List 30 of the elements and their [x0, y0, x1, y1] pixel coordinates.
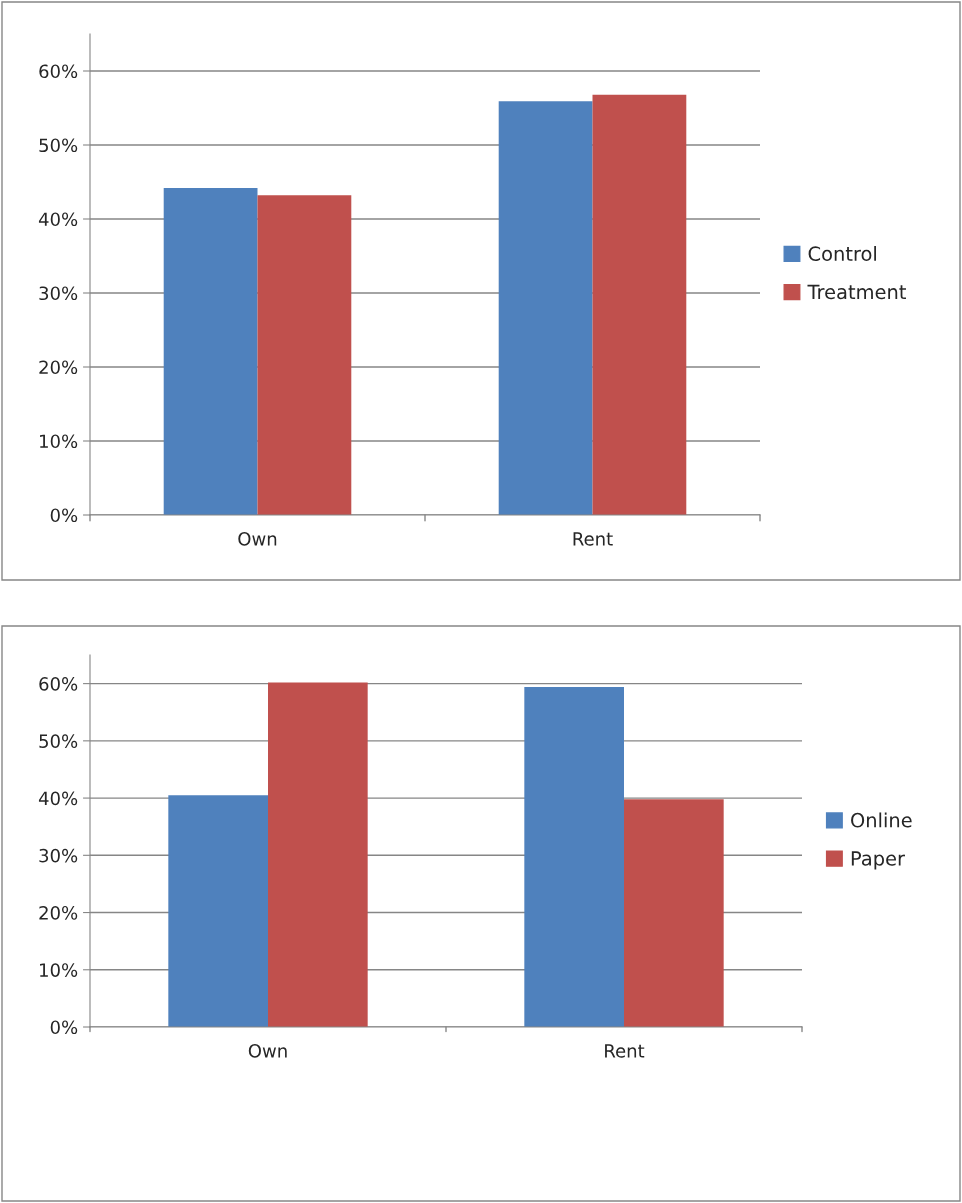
bar [268, 682, 368, 1027]
y-tick-label: 10% [40, 434, 78, 449]
x-tick-label: Rent [573, 532, 613, 546]
x-tick-label: Own [238, 531, 277, 546]
y-tick-label: 30% [39, 286, 78, 301]
x-tick-label: Rent [605, 1044, 645, 1058]
bar [168, 795, 268, 1027]
legend-label: Paper [851, 851, 906, 870]
y-tick-label: 50% [39, 734, 78, 748]
y-tick-label: 10% [40, 963, 78, 977]
bar [163, 187, 258, 515]
y-tick-label: 20% [39, 360, 78, 375]
y-tick-label: 50% [39, 138, 78, 153]
x-tick-label: Own [248, 1043, 287, 1058]
bar [624, 799, 724, 1027]
y-tick-label: 60% [39, 64, 78, 79]
legend-label: Control [808, 245, 876, 262]
legend-label: Online [851, 812, 912, 828]
y-tick-label: 30% [39, 848, 78, 863]
y-tick-label: 60% [39, 677, 78, 691]
y-tick-label: 40% [38, 791, 78, 806]
bar [592, 94, 687, 515]
y-tick-label: 0% [50, 1020, 78, 1035]
bar [257, 195, 352, 515]
y-tick-label: 0% [50, 508, 78, 523]
legend-label: Treatment [807, 284, 906, 300]
bar [524, 687, 624, 1027]
y-tick-label: 40% [38, 212, 78, 227]
y-tick-label: 20% [39, 906, 78, 920]
bar [498, 101, 593, 515]
